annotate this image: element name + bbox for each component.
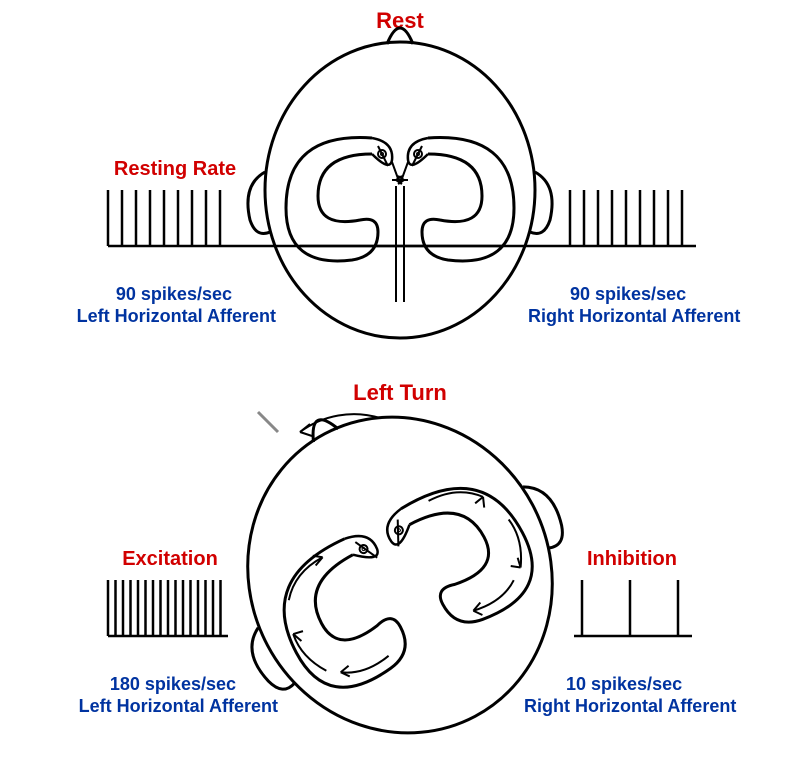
turn-right-afferent: Right Horizontal Afferent xyxy=(524,696,736,716)
inhibition-label: Inhibition xyxy=(587,548,677,570)
resting-rate-label: Resting Rate xyxy=(114,158,236,180)
excitation-label: Excitation xyxy=(122,548,218,570)
gray-tick xyxy=(258,412,278,432)
spike-train-excitation xyxy=(108,580,228,636)
turn-left-rate: 180 spikes/sec xyxy=(110,674,236,694)
rest-left-rate: 90 spikes/sec xyxy=(116,284,232,304)
bottom-title: Left Turn xyxy=(353,380,447,405)
spike-train-inhibition xyxy=(574,580,692,636)
rest-right-rate: 90 spikes/sec xyxy=(570,284,686,304)
rest-right-afferent: Right Horizontal Afferent xyxy=(528,306,740,326)
turn-right-rate: 10 spikes/sec xyxy=(566,674,682,694)
spike-train-rest-right xyxy=(300,190,696,246)
spike-train-rest-left xyxy=(108,190,503,246)
turn-left-afferent: Left Horizontal Afferent xyxy=(79,696,278,716)
head-rest xyxy=(248,28,552,338)
rest-left-afferent: Left Horizontal Afferent xyxy=(77,306,276,326)
